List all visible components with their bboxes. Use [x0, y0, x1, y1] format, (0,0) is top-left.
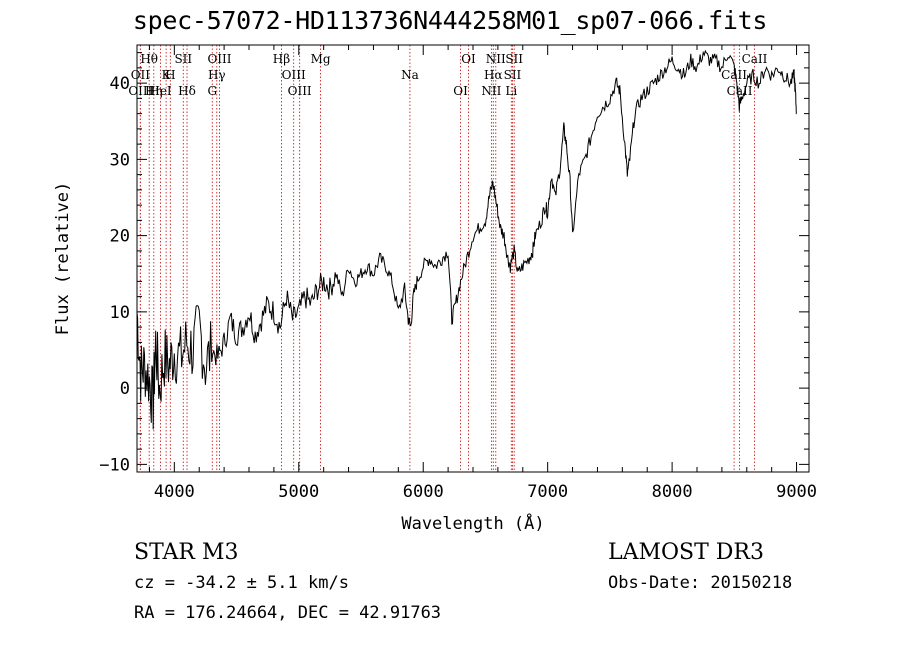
- x-axis-label: Wavelength (Å): [401, 512, 544, 534]
- coordinates: RA = 176.24664, DEC = 42.91763: [134, 603, 442, 623]
- line-label: SII: [174, 52, 192, 66]
- line-label: Hα: [484, 68, 503, 82]
- line-label: Mg: [311, 52, 331, 66]
- line-label: Hγ: [208, 68, 226, 82]
- line-label: Hη: [145, 84, 163, 98]
- line-label: SII: [504, 68, 522, 82]
- x-tick-label: 6000: [403, 482, 444, 502]
- line-label: Na: [401, 68, 419, 82]
- line-label: K: [162, 68, 172, 82]
- x-tick-label: 7000: [527, 482, 568, 502]
- axis-ticks: 4000 5000 6000 7000 8000 9000 −10 0 10 20 30 40: [99, 45, 817, 502]
- line-label: OIII: [128, 84, 152, 98]
- line-label: OI: [453, 84, 468, 98]
- line-label: H: [165, 68, 175, 82]
- line-label: SII: [505, 52, 523, 66]
- plot-frame: [136, 44, 810, 473]
- line-label: G: [207, 84, 217, 98]
- x-tick-label: 4000: [154, 482, 195, 502]
- y-tick-label: 40: [110, 74, 130, 94]
- line-label: CaII: [727, 84, 753, 98]
- line-label: Li: [505, 84, 517, 98]
- y-tick-label: 0: [120, 379, 130, 399]
- line-label: OIII: [207, 52, 231, 66]
- x-tick-label: 5000: [278, 482, 319, 502]
- y-tick-label: 20: [110, 227, 130, 247]
- survey-name: LAMOST DR3: [608, 540, 764, 565]
- line-label: NII: [486, 52, 506, 66]
- line-label: Hδ: [178, 84, 196, 98]
- line-label: CaII: [742, 52, 768, 66]
- line-label: OII: [131, 68, 151, 82]
- spectral-line-markers: [139, 45, 755, 472]
- line-label: OIII: [288, 84, 312, 98]
- observation-date: Obs-Date: 20150218: [608, 573, 793, 593]
- y-tick-label: −10: [99, 455, 130, 475]
- y-axis-label: Flux (relative): [53, 182, 73, 336]
- x-tick-label: 8000: [652, 482, 693, 502]
- line-label: Hβ: [273, 52, 290, 66]
- line-label: OIII: [282, 68, 306, 82]
- redshift-velocity: cz = -34.2 ± 5.1 km/s: [134, 573, 349, 593]
- line-label: HeI: [149, 84, 172, 98]
- y-tick-label: 10: [110, 303, 130, 323]
- line-label: OI: [461, 52, 476, 66]
- line-label: NII: [481, 84, 501, 98]
- spectrum-series-line: [136, 49, 797, 430]
- chart-title: spec-57072-HD113736N444258M01_sp07-066.f…: [132, 6, 768, 35]
- x-tick-label: 9000: [776, 482, 817, 502]
- object-class: STAR M3: [134, 540, 239, 565]
- y-tick-label: 30: [110, 150, 130, 170]
- line-label: Hθ: [140, 52, 158, 66]
